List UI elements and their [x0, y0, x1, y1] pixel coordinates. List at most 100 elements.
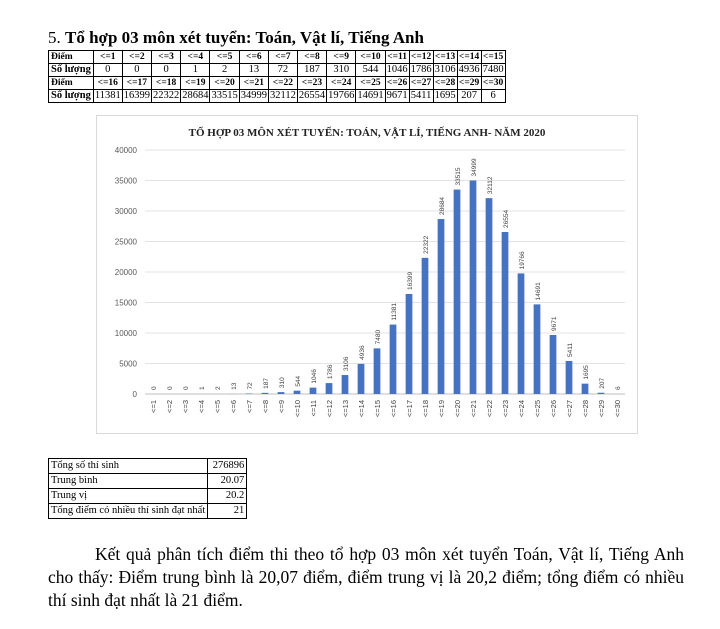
score-table-row: Số lượng 0 0 0 1 2 13 72 187 310 544 1046 1786 3106 49…: [48, 63, 506, 77]
data-label: 72: [247, 382, 254, 390]
bar: [357, 363, 365, 394]
y-tick-label: 10000: [115, 329, 138, 338]
data-label: 1: [199, 386, 206, 390]
data-label: 1695: [583, 365, 590, 380]
score-table-cell: 9671: [384, 89, 410, 103]
data-label: 14691: [535, 282, 542, 300]
bar: [469, 180, 477, 394]
stats-value: 20.07: [207, 473, 248, 489]
score-table-cell: 310: [326, 63, 357, 77]
score-table-cell: <=10: [355, 50, 386, 64]
score-table-row: Số lượng 11381 16399 22322 28684 33515 34999 32…: [48, 89, 506, 103]
bar: [389, 324, 397, 394]
stats-value: 20.2: [207, 488, 248, 504]
score-table-cell: 7480: [480, 63, 506, 77]
score-table-cell: <=7: [267, 50, 298, 64]
data-label: 207: [599, 378, 606, 389]
score-table-cell: 3106: [432, 63, 458, 77]
data-label: 33515: [455, 167, 462, 185]
y-tick-label: 35000: [115, 177, 138, 186]
score-table-cell: 1046: [384, 63, 410, 77]
x-tick-label: <=16: [389, 400, 398, 417]
bar: [261, 392, 269, 394]
score-table-cell: 0: [150, 63, 182, 77]
score-table-cell: <=26: [384, 76, 410, 90]
bar: [277, 392, 285, 394]
chart-title: TỔ HỢP 03 MÔN XÉT TUYỂN: TOÁN, VẬT LÍ, T…: [189, 126, 546, 139]
score-table-cell: <=17: [121, 76, 152, 90]
x-tick-label: <=6: [229, 400, 238, 413]
bar: [597, 392, 605, 394]
bar: [517, 273, 525, 394]
chart-svg: TỔ HỢP 03 MÔN XÉT TUYỂN: TOÁN, VẬT LÍ, T…: [115, 126, 625, 417]
stats-label: Trung bình: [47, 473, 209, 489]
stats-value: 276896: [207, 458, 248, 474]
stats-label: Trung vị: [47, 488, 209, 504]
score-table-row: Điểm <=16 <=17 <=18 <=19 <=20 <=21 <=22 <=23 <=24…: [48, 76, 506, 90]
summary-stats-table: Tổng số thí sinh 276896 Trung bình 20.07 Tru…: [47, 458, 248, 519]
score-histogram-chart: TỔ HỢP 03 MÔN XÉT TUYỂN: TOÁN, VẬT LÍ, T…: [96, 115, 638, 434]
x-tick-label: <=15: [373, 400, 382, 417]
x-tick-label: <=11: [309, 400, 318, 417]
x-tick-label: <=21: [469, 400, 478, 417]
score-table-cell: <=23: [296, 76, 328, 90]
stats-label: Tổng điểm có nhiều thí sinh đạt nhất: [47, 503, 209, 519]
score-table-cell: 2: [209, 63, 240, 77]
bar: [293, 390, 301, 394]
score-table-cell: 544: [355, 63, 386, 77]
section-heading: 5. Tổ hợp 03 môn xét tuyển: Toán, Vật lí…: [48, 28, 424, 48]
data-label: 32112: [487, 176, 494, 194]
score-table-cell: <=18: [150, 76, 182, 90]
x-tick-label: <=17: [405, 400, 414, 417]
data-label: 187: [263, 378, 270, 389]
score-row-label: Điểm: [48, 76, 94, 90]
x-tick-label: <=14: [357, 400, 366, 417]
x-tick-label: <=24: [517, 400, 526, 417]
x-tick-label: <=12: [325, 400, 334, 417]
bar: [373, 348, 381, 394]
score-table-cell: 1: [180, 63, 211, 77]
y-tick-label: 0: [133, 390, 138, 399]
score-table-cell: <=19: [180, 76, 211, 90]
score-table-cell: <=3: [150, 50, 182, 64]
bar: [421, 257, 429, 394]
y-tick-label: 25000: [115, 238, 138, 247]
x-tick-label: <=30: [613, 400, 622, 417]
x-tick-label: <=4: [197, 400, 206, 413]
score-table-cell: <=22: [267, 76, 298, 90]
score-table-cell: <=12: [408, 50, 434, 64]
stats-value: 21: [207, 503, 248, 519]
x-tick-label: <=7: [245, 400, 254, 413]
bar: [341, 375, 349, 394]
data-label: 1786: [327, 364, 334, 379]
bar: [309, 387, 317, 394]
score-table-cell: 207: [456, 89, 482, 103]
bar: [565, 360, 573, 394]
score-table-cell: 13: [238, 63, 269, 77]
stats-label: Tổng số thí sinh: [47, 458, 209, 474]
x-tick-label: <=26: [549, 400, 558, 417]
data-label: 544: [295, 375, 302, 386]
score-distribution-table: Điểm <=1 <=2 <=3 <=4 <=5 <=6 <=7 <=8 <=9 <=10 <=11 <…: [48, 50, 506, 103]
score-table-cell: <=13: [432, 50, 458, 64]
data-label: 5411: [567, 343, 574, 357]
bar: [533, 304, 541, 394]
x-tick-label: <=13: [341, 400, 350, 417]
data-label: 11381: [391, 303, 398, 321]
data-label: 28684: [439, 197, 446, 215]
data-label: 34999: [471, 158, 478, 176]
score-table-cell: <=27: [408, 76, 434, 90]
score-table-cell: 19766: [326, 89, 357, 103]
score-row-label: Số lượng: [48, 63, 94, 77]
x-tick-label: <=2: [165, 400, 174, 413]
data-label: 0: [151, 386, 158, 390]
data-label: 26554: [503, 210, 510, 228]
x-tick-label: <=10: [293, 400, 302, 417]
y-tick-label: 30000: [115, 207, 138, 216]
score-table-cell: <=28: [432, 76, 458, 90]
bar: [485, 198, 493, 394]
score-table-cell: 6: [480, 89, 506, 103]
x-tick-label: <=23: [501, 400, 510, 417]
score-table-cell: <=29: [456, 76, 482, 90]
score-table-cell: <=30: [480, 76, 506, 90]
